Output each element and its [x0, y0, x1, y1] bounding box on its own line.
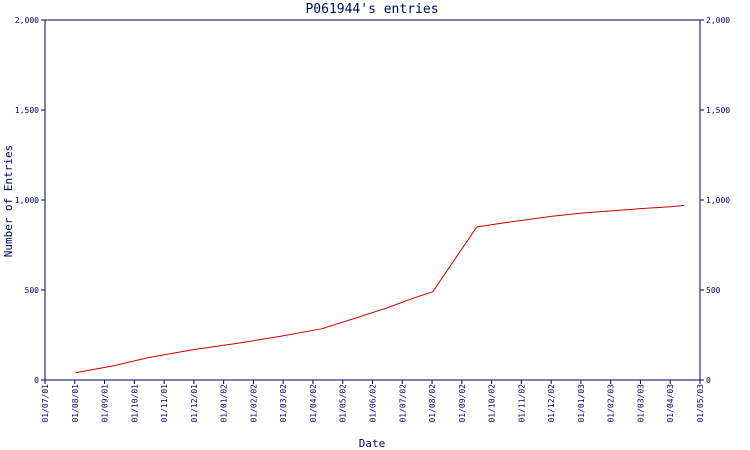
chart-title: P061944's entries	[305, 2, 438, 17]
x-tick-label: 01/09/02	[458, 384, 467, 423]
x-tick-label: 01/02/03	[607, 384, 616, 423]
y-tick-label-right: 500	[706, 286, 721, 295]
x-tick-label: 01/11/02	[517, 384, 526, 423]
y-tick-label-left: 2,000	[15, 16, 39, 25]
y-tick-label-left: 1,000	[15, 196, 39, 205]
series-layer	[75, 204, 685, 374]
y-tick-label-right: 1,000	[706, 196, 730, 205]
x-tick-label: 01/10/01	[130, 384, 139, 423]
x-tick-label: 01/12/01	[190, 384, 199, 423]
x-tick-label: 01/01/02	[220, 384, 229, 423]
x-tick-label: 01/01/03	[577, 384, 586, 423]
x-tick-label: 01/03/03	[636, 384, 645, 423]
y-tick-label-right: 1,500	[706, 106, 730, 115]
x-tick-label: 01/05/03	[696, 384, 705, 423]
y-tick-label-right: 0	[706, 376, 711, 385]
y-tick-label-right: 2,000	[706, 16, 730, 25]
x-tick-label: 01/11/01	[160, 384, 169, 423]
y-tick-label-left: 1,500	[15, 106, 39, 115]
x-tick-label: 01/03/02	[279, 384, 288, 423]
y-tick-label-left: 0	[34, 376, 39, 385]
x-tick-label: 01/12/02	[547, 384, 556, 423]
y-axis-right: 0 500 1,000 1,500 2,000	[700, 16, 730, 385]
x-tick-label: 01/06/02	[369, 384, 378, 423]
x-tick-label: 01/02/02	[249, 384, 258, 423]
series-line	[75, 204, 685, 374]
plot-area	[44, 19, 701, 381]
x-tick-label: 01/04/02	[309, 384, 318, 423]
x-axis: 01/07/01 01/08/01 01/09/01 01/10/01 01/11/01…	[41, 380, 705, 423]
x-tick-label: 01/10/02	[488, 384, 497, 423]
x-tick-label: 01/09/01	[101, 384, 110, 423]
x-tick-label: 01/07/01	[41, 384, 50, 423]
y-axis-left: 0 500 1,000 1,500 2,000	[15, 16, 45, 385]
x-tick-label: 01/08/01	[71, 384, 80, 423]
x-tick-label: 01/04/03	[666, 384, 675, 423]
x-tick-label: 01/07/02	[398, 384, 407, 423]
y-axis-label: Number of Entries	[2, 145, 15, 258]
x-axis-label: Date	[359, 437, 386, 450]
x-tick-label: 01/05/02	[339, 384, 348, 423]
y-tick-label-left: 500	[25, 286, 40, 295]
x-tick-label: 01/08/02	[428, 384, 437, 423]
